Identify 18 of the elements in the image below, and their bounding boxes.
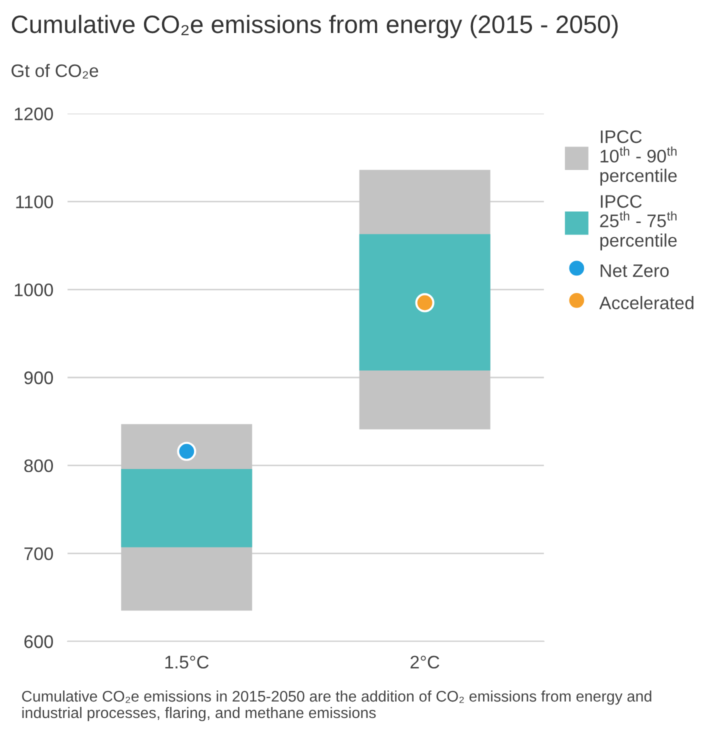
legend-label: Accelerated <box>599 296 694 310</box>
y-axis-title: Gt of CO₂e <box>12 64 98 79</box>
text: Cumulative CO₂e emissions in 2015-2050 are the addition of CO₂ emissions from energy and industrial processes, flaring, and methane emissions <box>22 690 652 722</box>
y-tick-label: 800 <box>24 459 53 472</box>
bar <box>121 468 252 548</box>
y-tick-label: 1000 <box>14 283 53 296</box>
legend-label: IPCC 25$^{th}$ - 75$^{th}$ percentile <box>600 195 677 250</box>
y-tick-label: 600 <box>24 635 53 648</box>
x-tick-label: 1.5°C <box>165 656 209 669</box>
y-tick-label: 1200 <box>14 108 53 120</box>
y-tick-label: 700 <box>24 547 53 560</box>
y-tick-label: 1100 <box>16 196 53 208</box>
chart-title: Cumulative CO₂e emissions from energy (2015 - 2050) <box>12 14 618 38</box>
y-tick-label: 900 <box>24 371 53 384</box>
legend-label: IPCC 10$^{th}$ - 90$^{th}$ percentile <box>600 130 677 186</box>
x-tick-label: 2°C <box>410 656 440 669</box>
bar <box>359 234 490 370</box>
legend-label: Net Zero <box>600 264 669 278</box>
